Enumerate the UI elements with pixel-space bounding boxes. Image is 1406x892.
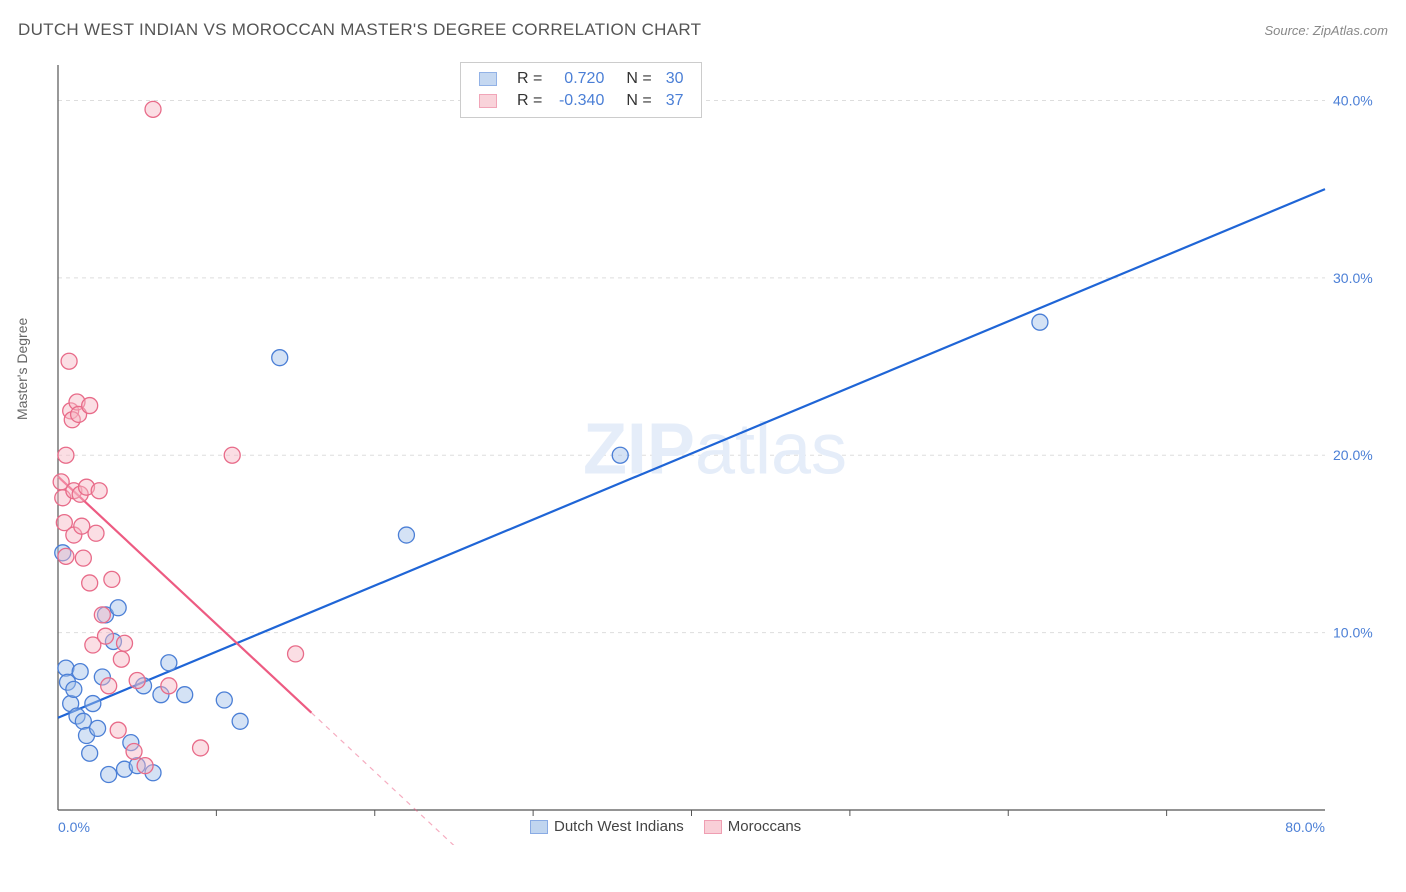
source-name: ZipAtlas.com: [1313, 23, 1388, 38]
svg-text:80.0%: 80.0%: [1285, 819, 1325, 835]
source-attribution: Source: ZipAtlas.com: [1264, 23, 1388, 38]
legend-item: Dutch West Indians: [530, 818, 684, 835]
svg-text:10.0%: 10.0%: [1333, 625, 1373, 641]
chart-title: DUTCH WEST INDIAN VS MOROCCAN MASTER'S D…: [18, 20, 701, 40]
svg-text:40.0%: 40.0%: [1333, 92, 1373, 108]
source-prefix: Source:: [1264, 23, 1312, 38]
legend-item: Moroccans: [704, 818, 801, 835]
scatter-chart-svg: 10.0%20.0%30.0%40.0%0.0%80.0%ZIPatlas: [50, 55, 1380, 845]
svg-text:30.0%: 30.0%: [1333, 270, 1373, 286]
svg-text:20.0%: 20.0%: [1333, 447, 1373, 463]
series-legend: Dutch West Indians Moroccans: [530, 818, 801, 835]
svg-text:0.0%: 0.0%: [58, 819, 90, 835]
y-axis-label: Master's Degree: [14, 318, 30, 420]
header: DUTCH WEST INDIAN VS MOROCCAN MASTER'S D…: [18, 20, 1388, 40]
correlation-legend: R =0.720N =30R =-0.340N =37: [460, 62, 702, 118]
chart-plot: 10.0%20.0%30.0%40.0%0.0%80.0%ZIPatlas: [50, 55, 1380, 845]
